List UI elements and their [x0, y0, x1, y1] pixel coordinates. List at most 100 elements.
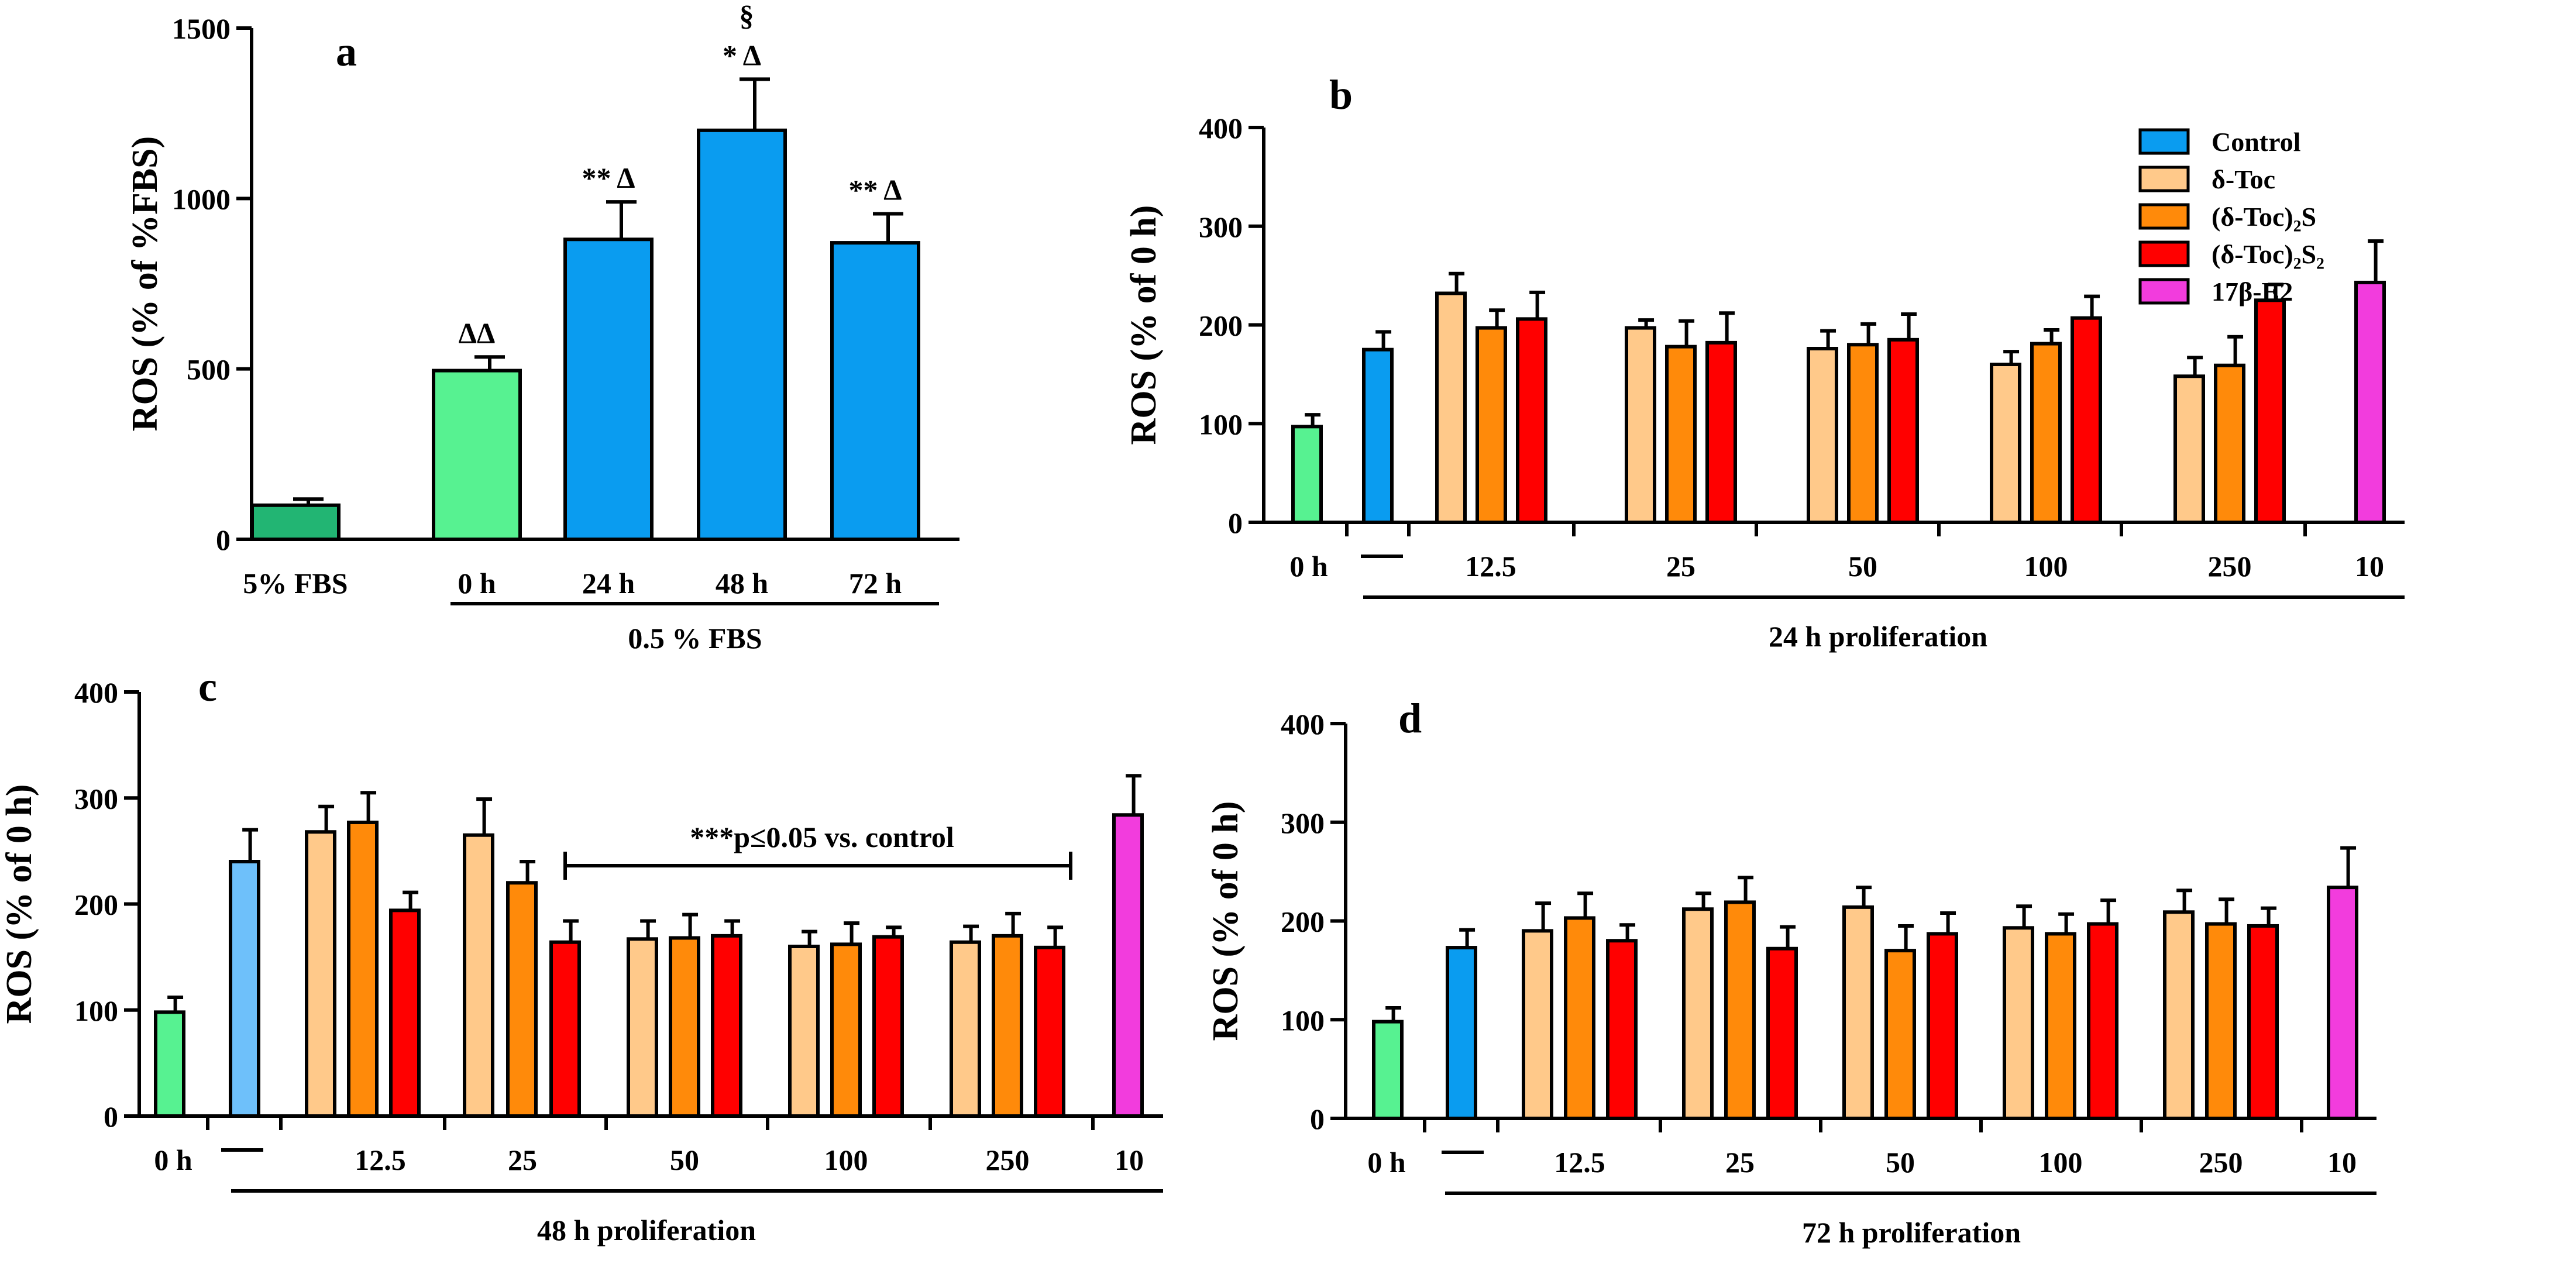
panel-d-x-tick-label-6: 250 [2199, 1146, 2243, 1179]
panel-a: 0 500 1000 1500 5% FBS 0 h ΔΔ 24 h ** Δ 48 h § * Δ 7… [125, 0, 959, 655]
panel-b: 0 100 200 300 400 0 h 12.5 25 50 100 250 10 24 h pro… [1124, 71, 2405, 653]
panel-d-letter: d [1398, 695, 1422, 742]
panel-d-bar-15 [2205, 922, 2237, 1120]
panel-a-x-tick-label-1: 0 h [458, 567, 496, 600]
panel-c-bar-2 [305, 830, 336, 1118]
panel-b-bar-0 [1291, 425, 1323, 524]
legend-label-2: (δ-Toc)₂S [2212, 202, 2316, 232]
panel-c-x-tick-label-7: 10 [1115, 1144, 1144, 1176]
panel-b-bar-6 [1665, 345, 1697, 524]
panel-c-bar-8 [627, 937, 658, 1118]
panel-c-x-tick-label-3: 25 [508, 1144, 537, 1176]
panel-d-bar-11 [2003, 926, 2034, 1120]
panel-c-bar-11 [788, 945, 820, 1118]
panel-a-x-tick-label-0: 5% FBS [243, 567, 348, 600]
panel-d-bar-5 [1682, 907, 1714, 1120]
panel-b-x-tick-label-5: 100 [2024, 550, 2068, 583]
legend: Control δ-Toc (δ-Toc)₂S (δ-Toc)₂S₂ 17β-E2 [2138, 127, 2324, 307]
panel-c-bar-3 [347, 820, 379, 1118]
panel-d-y-tick-label-4: 400 [1281, 708, 1325, 741]
panel-b-x-tick-label-6: 250 [2208, 550, 2252, 583]
panel-a-bar-3 [697, 128, 787, 542]
panel-b-bar-13 [2071, 316, 2102, 524]
panel-a-y-tick-label-3: 1500 [172, 12, 231, 45]
panel-d-bar-8 [1842, 905, 1874, 1120]
panel-b-bar-5 [1625, 326, 1656, 524]
panel-a-annotation-1: ΔΔ [459, 316, 496, 349]
panel-c-y-label: ROS (% of 0 h) [0, 784, 39, 1024]
panel-c-x-tick-label-4: 50 [670, 1144, 699, 1176]
panel-c-bar-0 [154, 1010, 185, 1118]
panel-b-bar-3 [1476, 326, 1507, 524]
panel-b-y-tick-label-4: 400 [1199, 112, 1243, 144]
panel-d-bar-17 [2327, 886, 2358, 1120]
panel-b-bar-17 [2354, 280, 2386, 524]
panel-a-bar-4 [830, 241, 920, 541]
panel-c-letter: c [198, 663, 217, 710]
panel-c-x-tick-label-6: 250 [986, 1144, 1030, 1176]
panel-c-bar-17 [1112, 813, 1144, 1118]
panel-d-bar-2 [1522, 929, 1553, 1120]
panel-c-x-label: 48 h proliferation [537, 1214, 756, 1246]
panel-b-bar-14 [2173, 374, 2205, 524]
panel-a-bar-1 [432, 369, 522, 542]
panel-c-bar-12 [830, 942, 862, 1118]
panel-d: 0 100 200 300 400 0 h 12.5 25 50 100 250 10 72 h pro… [1206, 695, 2376, 1249]
panel-d-x-tick-label-2: 12.5 [1554, 1146, 1605, 1179]
panel-a-y-tick-label-1: 500 [187, 353, 231, 386]
panel-c-y-tick-label-3: 300 [74, 782, 118, 815]
panel-b-bar-7 [1705, 340, 1737, 524]
legend-label-3: (δ-Toc)₂S₂ [2212, 239, 2324, 269]
panel-d-x-tick-label-0: 0 h [1367, 1146, 1406, 1179]
panel-c-y-tick-label-2: 200 [74, 889, 118, 921]
panel-b-y-tick-label-3: 300 [1199, 211, 1243, 243]
panel-a-annotation-3: * Δ [723, 39, 761, 71]
panel-c-sig-label: ***p≤0.05 vs. control [690, 821, 954, 853]
legend-swatch-1 [2138, 166, 2190, 192]
panel-b-x-tick-label-4: 50 [1848, 550, 1877, 583]
legend-label-4: 17β-E2 [2212, 277, 2293, 307]
panel-d-bar-3 [1564, 916, 1595, 1120]
legend-swatch-3 [2138, 240, 2190, 267]
panel-c-x-tick-label-5: 100 [824, 1144, 868, 1176]
panel-d-bar-9 [1884, 949, 1916, 1120]
panel-b-bar-12 [2030, 342, 2062, 524]
legend-label-0: Control [2212, 127, 2301, 157]
panel-a-annotation-4: ** Δ [848, 174, 902, 206]
panel-d-x-tick-label-7: 10 [2327, 1146, 2357, 1179]
panel-d-bar-6 [1724, 900, 1756, 1120]
panel-b-bar-15 [2214, 363, 2245, 524]
panel-b-x-tick-label-7: 10 [2355, 550, 2384, 583]
panel-d-x-tick-label-5: 100 [2039, 1146, 2083, 1179]
panel-b-bar-9 [1847, 343, 1879, 524]
panel-a-bar-2 [563, 237, 654, 541]
panel-a-letter: a [336, 28, 357, 75]
panel-a-bar-0 [250, 503, 341, 542]
panel-a-x-tick-label-4: 72 h [849, 567, 902, 600]
panel-b-bar-2 [1435, 291, 1467, 524]
panel-c-bar-9 [669, 936, 700, 1118]
panel-c-bar-1 [229, 860, 260, 1118]
panel-b-y-tick-label-1: 100 [1199, 408, 1243, 440]
panel-a-group-label: 0.5 % FBS [628, 622, 762, 655]
panel-d-bar-13 [2087, 922, 2118, 1120]
legend-swatch-4 [2138, 278, 2190, 305]
panel-b-bar-8 [1807, 347, 1838, 524]
panel-d-y-tick-label-3: 300 [1281, 807, 1325, 839]
panel-d-x-tick-label-3: 25 [1725, 1146, 1755, 1179]
panel-c: 0 100 200 300 400 0 h 12.5 25 50 100 250 10 48 h pro… [0, 663, 1163, 1246]
panel-b-y-label: ROS (% of 0 h) [1124, 205, 1164, 445]
panel-c-bar-13 [872, 935, 904, 1118]
legend-swatch-0 [2138, 128, 2190, 155]
panel-c-bar-10 [711, 934, 742, 1118]
panel-a-x-tick-label-2: 24 h [582, 567, 635, 600]
panel-c-x-tick-label-2: 12.5 [355, 1144, 406, 1176]
panel-b-letter: b [1329, 71, 1353, 118]
panel-d-bar-14 [2163, 910, 2195, 1120]
panel-b-bar-10 [1887, 338, 1919, 524]
panel-d-x-tick-label-4: 50 [1886, 1146, 1915, 1179]
legend-swatch-2 [2138, 203, 2190, 230]
panel-d-bar-10 [1927, 932, 1958, 1120]
panel-c-bar-14 [950, 940, 981, 1118]
